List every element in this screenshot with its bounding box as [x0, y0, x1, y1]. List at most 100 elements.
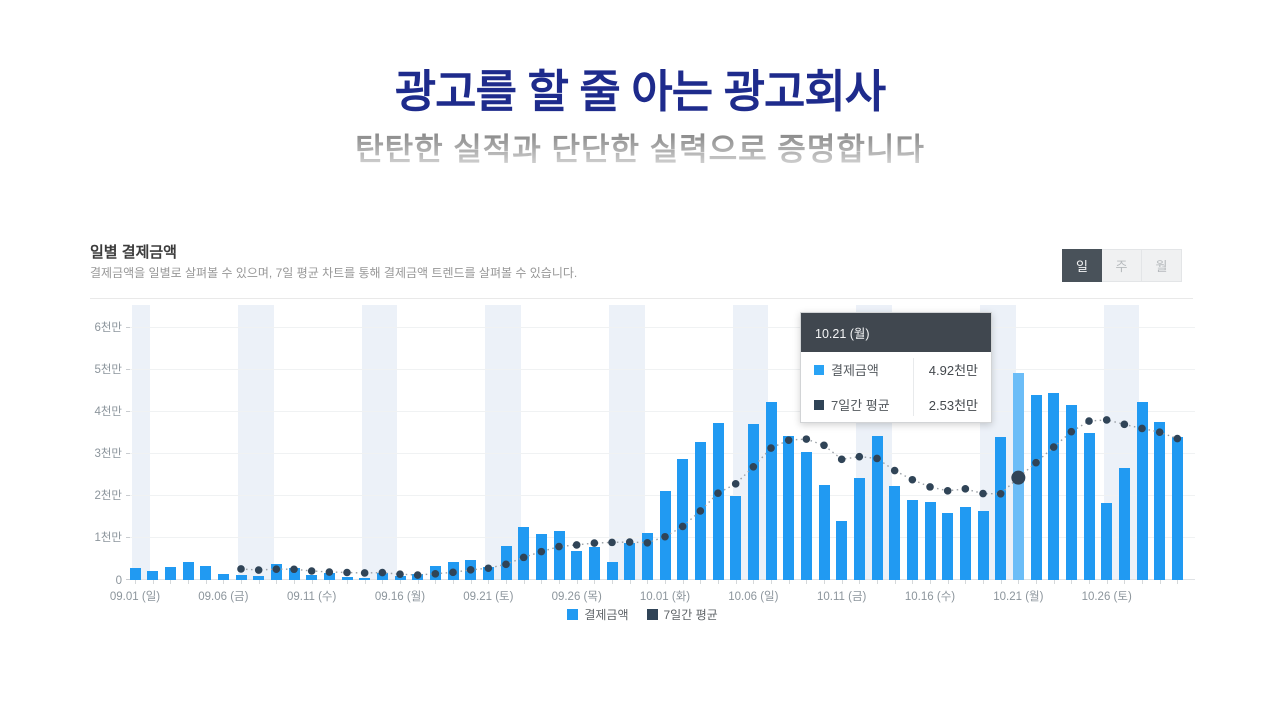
- x-tick: [205, 580, 207, 584]
- average-dot: [1011, 470, 1026, 485]
- payment-bar-09.05[interactable]: [200, 565, 212, 580]
- payment-bar-09.03[interactable]: [164, 567, 176, 580]
- average-dot: [290, 565, 298, 574]
- payment-bar-10.15[interactable]: [906, 500, 918, 580]
- legend-item-average[interactable]: 7일간 평균: [646, 606, 718, 623]
- payment-bar-10.10[interactable]: [818, 485, 830, 580]
- average-dot: [1120, 420, 1129, 429]
- payment-chart[interactable]: [126, 305, 1195, 580]
- average-dot: [1049, 443, 1058, 451]
- payment-bar-10.27[interactable]: [1118, 468, 1130, 580]
- average-dot: [519, 553, 528, 562]
- payment-bar-10.17[interactable]: [942, 512, 954, 580]
- payment-bar-09.28[interactable]: [606, 561, 618, 580]
- average-dot: [1085, 417, 1093, 425]
- average-dot: [855, 452, 864, 461]
- tab-weekly[interactable]: 주: [1102, 249, 1142, 282]
- average-dot: [784, 436, 793, 444]
- tooltip-value-average: 2.53천만: [928, 398, 978, 413]
- x-tick: [1089, 580, 1091, 584]
- x-tick: [347, 580, 348, 584]
- payment-bar-10.16[interactable]: [924, 501, 936, 580]
- payment-bar-10.25[interactable]: [1083, 433, 1095, 580]
- payment-bar-10.06[interactable]: [747, 423, 759, 580]
- x-tick: [541, 580, 543, 584]
- x-tick: [947, 580, 949, 584]
- payment-bar-10.20[interactable]: [995, 437, 1007, 580]
- average-dot: [413, 571, 422, 579]
- payment-bar-10.14[interactable]: [889, 486, 901, 580]
- average-dot: [1155, 428, 1164, 437]
- period-tabs: 일 주 월: [1062, 249, 1182, 282]
- payment-bar-10.18[interactable]: [959, 507, 971, 580]
- payment-bar-09.06[interactable]: [217, 573, 229, 580]
- x-tick: [647, 580, 649, 584]
- average-dot: [431, 570, 440, 578]
- legend-item-payment[interactable]: 결제금액: [567, 606, 629, 623]
- average-dot: [890, 466, 899, 475]
- payment-bar-10.02[interactable]: [677, 459, 689, 580]
- x-tick: [453, 580, 454, 584]
- payment-bar-09.04[interactable]: [182, 562, 194, 580]
- average-dot: [837, 455, 846, 464]
- payment-bar-09.25[interactable]: [553, 530, 565, 580]
- payment-bar-09.24[interactable]: [535, 533, 547, 580]
- payment-bar-09.08[interactable]: [253, 575, 265, 580]
- x-tick: [1159, 580, 1161, 584]
- payment-bar-10.05[interactable]: [730, 496, 742, 580]
- x-tick: [488, 580, 490, 584]
- average-dot: [714, 489, 722, 497]
- payment-bar-09.02[interactable]: [147, 570, 159, 580]
- payment-bar-10.30[interactable]: [1171, 437, 1183, 580]
- payment-bar-10.23[interactable]: [1048, 392, 1060, 580]
- payment-bar-10.11[interactable]: [836, 521, 848, 580]
- payment-bar-10.28[interactable]: [1136, 401, 1148, 580]
- tab-daily[interactable]: 일: [1062, 249, 1102, 282]
- payment-bar-10.29[interactable]: [1154, 421, 1166, 580]
- payment-bar-09.23[interactable]: [518, 527, 530, 580]
- average-dot: [590, 539, 599, 547]
- average-dot: [731, 480, 740, 488]
- payment-bar-09.21[interactable]: [482, 566, 494, 580]
- x-tick: [753, 580, 755, 584]
- payment-bar-10.22[interactable]: [1030, 395, 1042, 580]
- x-tick: [612, 580, 613, 584]
- payment-bar-10.26[interactable]: [1101, 502, 1113, 580]
- payment-bar-09.11[interactable]: [306, 574, 318, 580]
- x-tick: [1106, 580, 1108, 584]
- payment-swatch-icon: [567, 609, 579, 620]
- payment-bar-09.29[interactable]: [624, 543, 636, 580]
- hero-title: 광고를 할 줄 아는 광고회사: [394, 66, 886, 117]
- payment-bar-09.12[interactable]: [323, 572, 335, 580]
- hero-subtitle: 탄탄한 실적과 단단한 실력으로 증명합니다: [0, 124, 1280, 169]
- payment-bar-09.26[interactable]: [571, 550, 583, 580]
- payment-bar-10.04[interactable]: [712, 422, 724, 580]
- average-dot: [307, 567, 316, 575]
- payment-bar-10.07[interactable]: [765, 401, 777, 580]
- legend-label-average: 7일간 평균: [663, 608, 718, 622]
- x-tick: [1053, 580, 1055, 584]
- payment-bar-10.24[interactable]: [1065, 405, 1077, 580]
- average-dot: [820, 441, 828, 450]
- payment-bar-10.12[interactable]: [853, 477, 865, 580]
- average-dot: [661, 532, 669, 541]
- payment-bar-09.13[interactable]: [341, 577, 353, 580]
- payment-bar-09.01[interactable]: [129, 568, 141, 580]
- payment-bar-09.30[interactable]: [641, 532, 653, 580]
- x-tick: [506, 580, 507, 584]
- payment-bar-10.19[interactable]: [977, 510, 989, 580]
- payment-bar-09.07[interactable]: [235, 574, 247, 580]
- average-dot: [1032, 458, 1040, 467]
- payment-bar-09.15[interactable]: [376, 572, 388, 580]
- chart-legend: 결제금액 7일간 평균: [90, 606, 1195, 623]
- payment-bar-09.27[interactable]: [588, 547, 600, 580]
- tab-monthly[interactable]: 월: [1142, 249, 1182, 282]
- average-dot: [979, 489, 987, 498]
- x-tick: [965, 580, 967, 584]
- payment-bar-10.08[interactable]: [783, 435, 795, 580]
- payment-bar-09.14[interactable]: [359, 577, 371, 580]
- payment-bar-09.10[interactable]: [288, 568, 300, 580]
- average-dot: [1102, 416, 1111, 424]
- payment-bar-10.09[interactable]: [800, 451, 812, 580]
- payment-bar-10.13[interactable]: [871, 435, 883, 580]
